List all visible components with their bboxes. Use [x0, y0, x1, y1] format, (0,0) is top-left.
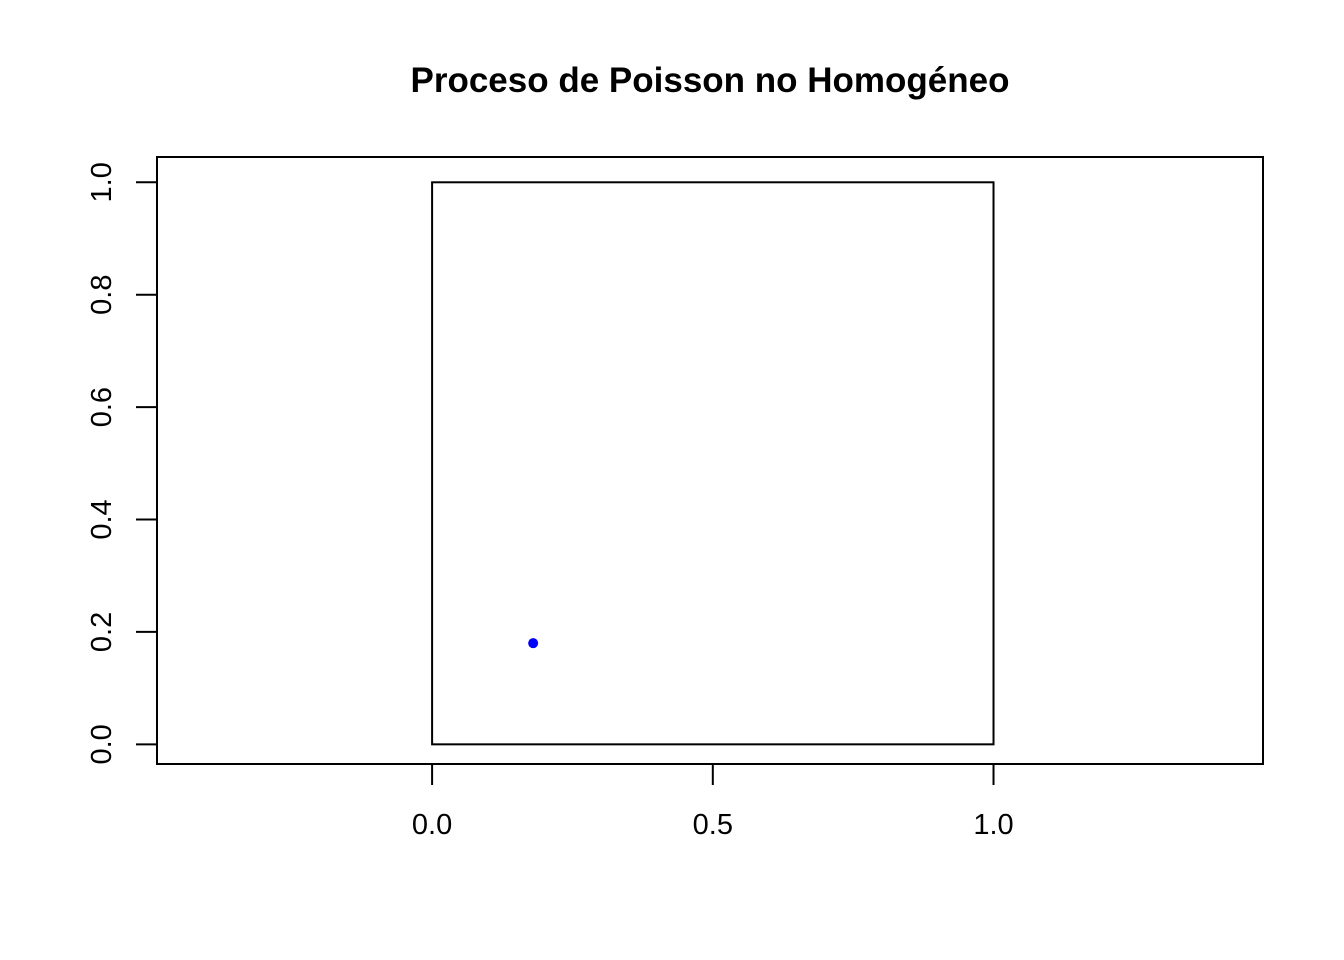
x-tick-label: 0.0 — [412, 809, 452, 841]
y-tick-label: 1.0 — [86, 162, 118, 202]
x-axis: 0.0 0.5 1.0 — [412, 763, 1014, 841]
y-tick-label: 0.0 — [86, 724, 118, 764]
y-axis: 0.0 0.2 0.4 0.6 0.8 1.0 — [86, 162, 158, 764]
chart-title: Proceso de Poisson no Homogéneo — [411, 61, 1010, 100]
observation-window — [431, 181, 995, 746]
y-tick-label: 0.6 — [86, 387, 118, 427]
x-tick-label: 0.5 — [693, 809, 733, 841]
y-tick-label: 0.8 — [86, 275, 118, 315]
y-tick-label: 0.4 — [86, 499, 118, 539]
points-layer — [528, 638, 539, 649]
y-tick-label: 0.2 — [86, 612, 118, 652]
x-tick-label: 1.0 — [973, 809, 1013, 841]
data-point — [528, 638, 539, 649]
